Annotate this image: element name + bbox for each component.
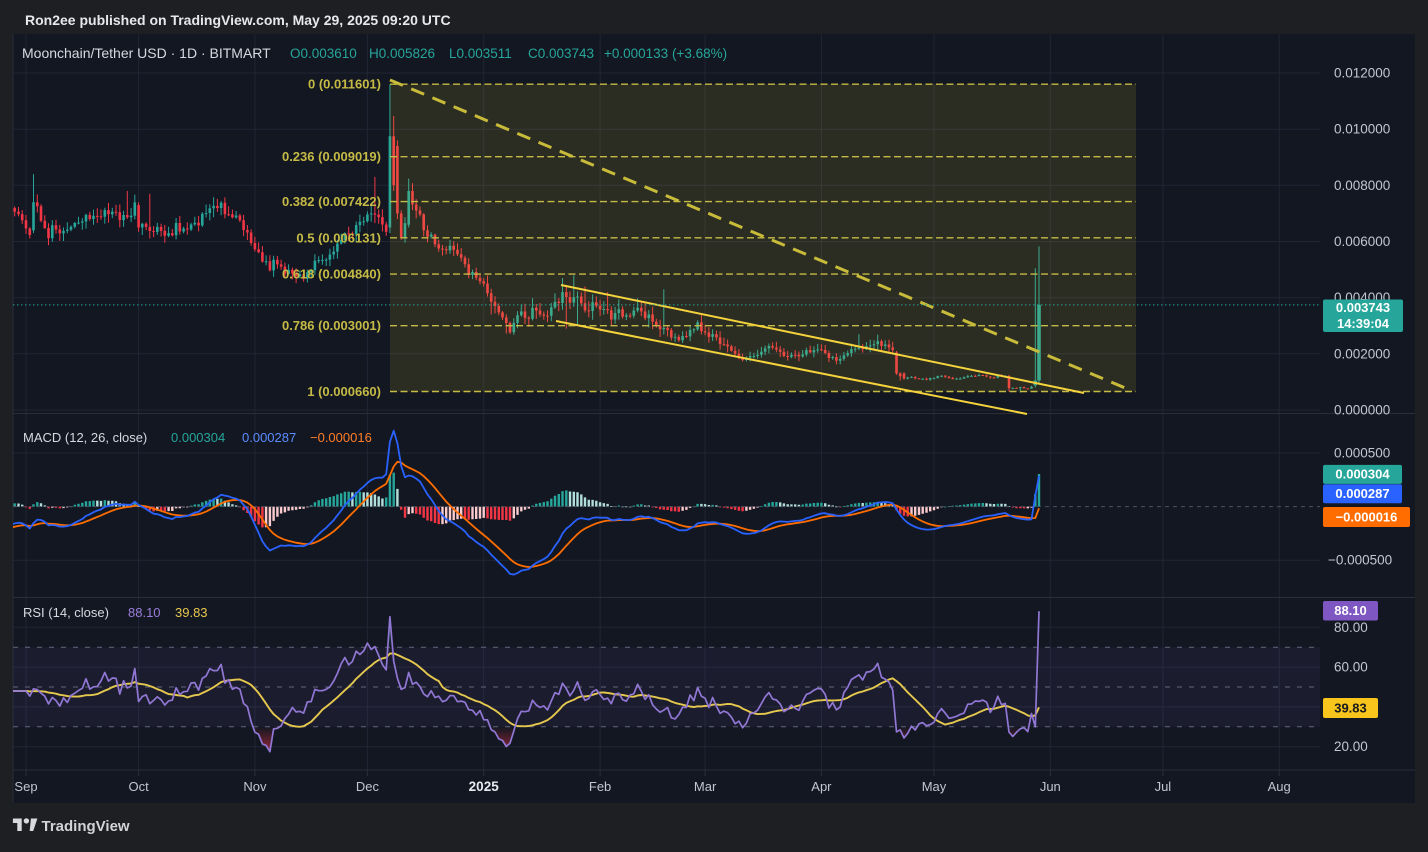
svg-text:80.00: 80.00 (1334, 620, 1368, 635)
svg-text:20.00: 20.00 (1334, 739, 1368, 754)
svg-text:−0.000016: −0.000016 (310, 430, 372, 445)
svg-text:88.10: 88.10 (1334, 603, 1367, 618)
svg-text:39.83: 39.83 (1334, 700, 1367, 715)
svg-text:H0.005826: H0.005826 (369, 46, 435, 61)
svg-text:+0.000133 (+3.68%): +0.000133 (+3.68%) (604, 46, 727, 61)
svg-text:60.00: 60.00 (1334, 660, 1368, 675)
svg-text:1 (0.000660): 1 (0.000660) (307, 384, 381, 399)
svg-text:Jun: Jun (1040, 779, 1061, 794)
svg-text:0.002000: 0.002000 (1334, 346, 1390, 361)
svg-text:Mar: Mar (694, 779, 717, 794)
svg-text:Feb: Feb (589, 779, 611, 794)
svg-text:0.000304: 0.000304 (1335, 467, 1390, 482)
svg-text:0.000000: 0.000000 (1334, 403, 1390, 418)
svg-text:0.000500: 0.000500 (1334, 446, 1390, 461)
svg-text:TradingView: TradingView (42, 818, 130, 835)
svg-text:14:39:04: 14:39:04 (1337, 316, 1390, 331)
svg-text:0.000287: 0.000287 (242, 430, 296, 445)
svg-text:0.006000: 0.006000 (1334, 234, 1390, 249)
svg-text:Jul: Jul (1155, 779, 1172, 794)
svg-text:Dec: Dec (356, 779, 380, 794)
svg-text:0.012000: 0.012000 (1334, 66, 1390, 81)
svg-text:0.786 (0.003001): 0.786 (0.003001) (282, 318, 381, 333)
svg-text:Ron2ee published on TradingVie: Ron2ee published on TradingView.com, May… (25, 12, 451, 28)
svg-text:0.382 (0.007422): 0.382 (0.007422) (282, 194, 381, 209)
svg-text:2025: 2025 (469, 779, 500, 794)
svg-text:0.003743: 0.003743 (1336, 300, 1390, 315)
svg-text:Apr: Apr (811, 779, 832, 794)
svg-text:C0.003743: C0.003743 (528, 46, 594, 61)
svg-text:Nov: Nov (243, 779, 267, 794)
svg-text:0.236 (0.009019): 0.236 (0.009019) (282, 149, 381, 164)
svg-text:O0.003610: O0.003610 (290, 46, 357, 61)
svg-text:Sep: Sep (14, 779, 37, 794)
svg-text:RSI (14, close): RSI (14, close) (23, 605, 109, 620)
svg-text:88.10: 88.10 (128, 605, 161, 620)
svg-text:May: May (922, 779, 947, 794)
svg-text:0.008000: 0.008000 (1334, 178, 1390, 193)
svg-text:Oct: Oct (128, 779, 149, 794)
svg-text:0.000287: 0.000287 (1335, 486, 1389, 501)
svg-text:0.618 (0.004840): 0.618 (0.004840) (282, 267, 381, 282)
svg-text:39.83: 39.83 (175, 605, 208, 620)
svg-text:0 (0.011601): 0 (0.011601) (308, 77, 381, 92)
svg-text:0.000304: 0.000304 (171, 430, 225, 445)
svg-text:MACD (12, 26, close): MACD (12, 26, close) (23, 430, 147, 445)
svg-text:−0.000016: −0.000016 (1336, 509, 1398, 524)
svg-text:Aug: Aug (1268, 779, 1291, 794)
svg-text:0.010000: 0.010000 (1334, 122, 1390, 137)
svg-text:0.5 (0.006131): 0.5 (0.006131) (296, 230, 381, 245)
svg-text:L0.003511: L0.003511 (449, 46, 512, 61)
svg-text:Moonchain/Tether USD · 1D · BI: Moonchain/Tether USD · 1D · BITMART (22, 45, 271, 61)
svg-text:−0.000500: −0.000500 (1328, 553, 1392, 568)
